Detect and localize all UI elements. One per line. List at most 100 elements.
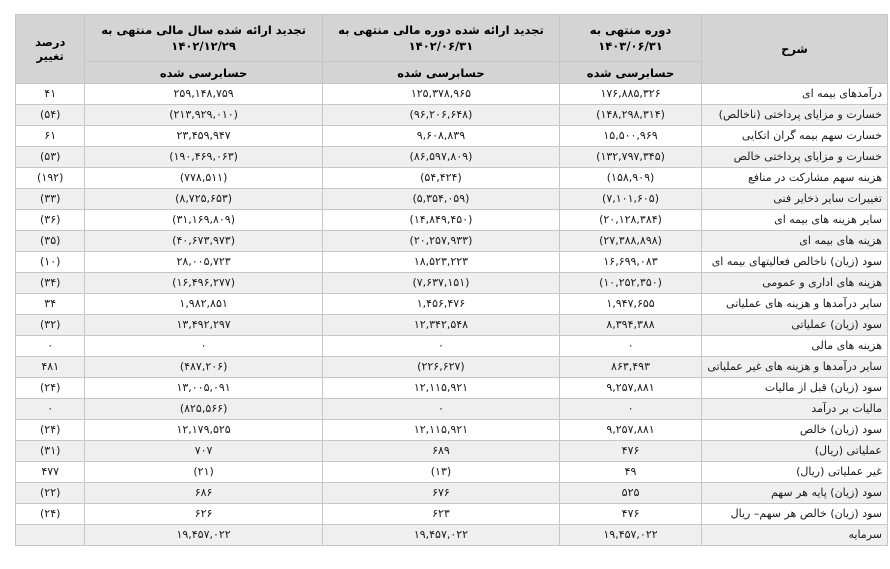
- row-value-restated-period: (۵,۳۵۴,۰۵۹): [321, 188, 561, 210]
- row-value-current: ۹,۲۵۷,۸۸۱: [559, 419, 702, 441]
- audited-label-restated-period: حسابرسی شده: [321, 61, 561, 84]
- row-value-current: ۴۷۶: [559, 440, 702, 462]
- row-value-current: (۱۵۸,۹۰۹): [559, 167, 702, 189]
- row-value-restated-period: (۱۳): [321, 461, 561, 483]
- row-percent-change: (۵۴): [14, 104, 86, 126]
- table-row: خسارت سهم بیمه گران اتکایی ۱۵,۵۰۰,۹۶۹ ۹,۶۰…: [14, 125, 889, 147]
- row-value-restated-year: (۱۹۰,۴۶۹,۰۶۳): [84, 146, 323, 168]
- row-value-restated-year: (۲۱۳,۹۲۹,۰۱۰): [84, 104, 323, 126]
- row-value-current: ۱,۹۴۷,۶۵۵: [559, 293, 702, 315]
- table-row: سایر هزینه های بیمه ای (۲۰,۱۲۸,۳۸۴) (۱۴,۸۴…: [14, 209, 889, 231]
- row-value-restated-year: ۲۳,۴۵۹,۹۴۷: [84, 125, 323, 147]
- row-value-current: (۱۰,۲۵۲,۳۵۰): [559, 272, 702, 294]
- row-value-restated-period: (۹۶,۲۰۶,۶۴۸): [321, 104, 561, 126]
- row-percent-change: ۳۴: [14, 293, 86, 315]
- row-value-current: ۱۹,۴۵۷,۰۲۲: [559, 524, 702, 546]
- row-value-current: (۲۷,۳۸۸,۸۹۸): [559, 230, 702, 252]
- row-value-restated-year: ۲۸,۰۰۵,۷۲۳: [84, 251, 323, 273]
- row-value-restated-year: (۸۲۵,۵۶۶): [84, 398, 323, 420]
- row-label: سود (زیان) قبل از مالیات: [700, 377, 889, 399]
- row-value-current: (۲۰,۱۲۸,۳۸۴): [559, 209, 702, 231]
- col-header-restated-period: تجدید ارائه شده دوره مالی منتهی به ۱۴۰۲/…: [321, 14, 561, 62]
- row-value-restated-year: ۱,۹۸۲,۸۵۱: [84, 293, 323, 315]
- row-value-restated-year: ۱۲,۱۷۹,۵۲۵: [84, 419, 323, 441]
- row-label: سرمایه: [700, 524, 889, 546]
- row-percent-change: (۲۴): [14, 503, 86, 525]
- row-value-restated-year: ۱۳,۰۰۵,۰۹۱: [84, 377, 323, 399]
- col-header-restated-year: تجدید ارائه شده سال مالی منتهی به ۱۴۰۲/۱…: [84, 14, 323, 62]
- audited-label-current: حسابرسی شده: [559, 61, 702, 84]
- table-row: هزینه های بیمه ای (۲۷,۳۸۸,۸۹۸) (۲۰,۲۵۷,۹۳۳…: [14, 230, 889, 252]
- row-value-current: ۸۶۳,۴۹۳: [559, 356, 702, 378]
- row-percent-change: (۳۲): [14, 314, 86, 336]
- row-percent-change: (۲۴): [14, 419, 86, 441]
- row-percent-change: ۴۷۷: [14, 461, 86, 483]
- row-value-restated-period: (۲۰,۲۵۷,۹۳۳): [321, 230, 561, 252]
- row-percent-change: (۳۴): [14, 272, 86, 294]
- row-value-restated-year: ۶۸۶: [84, 482, 323, 504]
- table-row: تغییرات سایر ذخایر فنی (۷,۱۰۱,۶۰۵) (۵,۳۵۴,…: [14, 188, 889, 210]
- col-header-current-title: دوره منتهی به: [589, 23, 672, 37]
- table-row: خسارت و مزایای پرداختی (ناخالص) (۱۴۸,۲۹۸,…: [14, 104, 889, 126]
- row-label: هزینه سهم مشارکت در منافع: [700, 167, 889, 189]
- row-value-current: (۱۳۲,۷۹۷,۳۴۵): [559, 146, 702, 168]
- table-row: سود (زیان) ناخالص فعالیتهای بیمه ای ۱۶,۶۹…: [14, 251, 889, 273]
- row-value-restated-year: (۳۱,۱۶۹,۸۰۹): [84, 209, 323, 231]
- row-percent-change: ۶۱: [14, 125, 86, 147]
- row-value-restated-year: ۰: [84, 335, 323, 357]
- row-label: سود (زیان) خالص هر سهم– ریال: [700, 503, 889, 525]
- row-value-current: ۰: [559, 335, 702, 357]
- row-value-restated-period: ۱۲۵,۳۷۸,۹۶۵: [321, 83, 561, 105]
- row-percent-change: (۳۵): [14, 230, 86, 252]
- row-label: سود (زیان) خالص: [700, 419, 889, 441]
- header-row-audited: حسابرسی شده حسابرسی شده حسابرسی شده: [16, 61, 888, 84]
- row-percent-change: ۴۱: [14, 83, 86, 105]
- row-percent-change: (۲۴): [14, 377, 86, 399]
- table-row: سرمایه ۱۹,۴۵۷,۰۲۲ ۱۹,۴۵۷,۰۲۲ ۱۹,۴۵۷,۰۲۲: [14, 524, 889, 546]
- row-value-restated-period: ۹,۶۰۸,۸۳۹: [321, 125, 561, 147]
- row-value-restated-period: (۱۴,۸۴۹,۴۵۰): [321, 209, 561, 231]
- row-value-restated-period: ۱۲,۱۱۵,۹۲۱: [321, 377, 561, 399]
- row-value-current: (۷,۱۰۱,۶۰۵): [559, 188, 702, 210]
- row-percent-change: (۱۰): [14, 251, 86, 273]
- row-value-current: ۹,۲۵۷,۸۸۱: [559, 377, 702, 399]
- header-row-main: شرح دوره منتهی به ۱۴۰۳/۰۶/۳۱ تجدید ارائه…: [14, 14, 889, 84]
- income-statement-table: شرح دوره منتهی به ۱۴۰۳/۰۶/۳۱ تجدید ارائه…: [14, 14, 889, 546]
- row-label: هزینه های مالی: [700, 335, 889, 357]
- table-row: خسارت و مزایای پرداختی خالص (۱۳۲,۷۹۷,۳۴۵)…: [14, 146, 889, 168]
- row-percent-change: (۳۳): [14, 188, 86, 210]
- row-percent-change: ۰: [14, 335, 86, 357]
- col-header-restated-period-date: ۱۴۰۲/۰۶/۳۱: [408, 39, 474, 53]
- table-row: سود (زیان) خالص هر سهم– ریال ۴۷۶ ۶۲۳ ۶۲۶ (۲۴…: [14, 503, 889, 525]
- row-value-current: ۸,۳۹۴,۳۸۸: [559, 314, 702, 336]
- row-label: سود (زیان) پایه هر سهم: [700, 482, 889, 504]
- row-value-restated-period: ۶۲۳: [321, 503, 561, 525]
- row-value-current: ۱۵,۵۰۰,۹۶۹: [559, 125, 702, 147]
- table-row: غیر عملیاتی (ریال) ۴۹ (۱۳) (۲۱) ۴۷۷: [14, 461, 889, 483]
- row-percent-change: (۲۲): [14, 482, 86, 504]
- col-header-percent-change: درصد تغییر: [14, 14, 86, 84]
- row-value-restated-period: ۶۷۶: [321, 482, 561, 504]
- row-label: سود (زیان) عملیاتی: [700, 314, 889, 336]
- row-value-restated-period: (۵۴,۴۲۴): [321, 167, 561, 189]
- row-value-restated-period: ۶۸۹: [321, 440, 561, 462]
- row-label: سایر درآمدها و هزینه های غیر عملیاتی: [700, 356, 889, 378]
- row-value-restated-year: (۴۰,۶۷۳,۹۷۳): [84, 230, 323, 252]
- row-label: سایر هزینه های بیمه ای: [700, 209, 889, 231]
- row-value-restated-year: (۲۱): [84, 461, 323, 483]
- row-value-restated-period: ۱۹,۴۵۷,۰۲۲: [321, 524, 561, 546]
- row-value-restated-year: ۶۲۶: [84, 503, 323, 525]
- row-value-restated-period: (۸۶,۵۹۷,۸۰۹): [321, 146, 561, 168]
- table-row: مالیات بر درآمد ۰ ۰ (۸۲۵,۵۶۶) ۰: [14, 398, 889, 420]
- row-label: مالیات بر درآمد: [700, 398, 889, 420]
- row-value-current: ۱۶,۶۹۹,۰۸۳: [559, 251, 702, 273]
- row-label: خسارت و مزایای پرداختی خالص: [700, 146, 889, 168]
- table-row: سود (زیان) قبل از مالیات ۹,۲۵۷,۸۸۱ ۱۲,۱۱۵,…: [14, 377, 889, 399]
- col-header-description: شرح: [700, 14, 889, 84]
- table-row: سود (زیان) عملیاتی ۸,۳۹۴,۳۸۸ ۱۲,۳۴۲,۵۴۸ ۱۳,…: [14, 314, 889, 336]
- table-row: هزینه سهم مشارکت در منافع (۱۵۸,۹۰۹) (۵۴,۴۲…: [14, 167, 889, 189]
- row-value-current: ۱۷۶,۸۸۵,۳۲۶: [559, 83, 702, 105]
- table-row: هزینه های اداری و عمومی (۱۰,۲۵۲,۳۵۰) (۷,۶۳…: [14, 272, 889, 294]
- row-value-restated-year: (۱۶,۴۹۶,۲۷۷): [84, 272, 323, 294]
